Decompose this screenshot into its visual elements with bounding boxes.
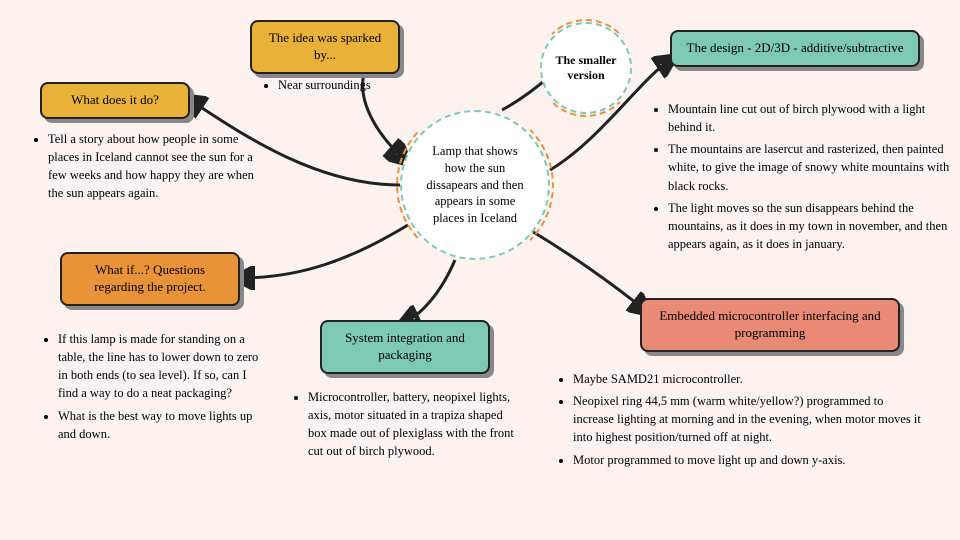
bullets-idea: Near surroundings	[260, 76, 440, 98]
bullets-what: Tell a story about how people in some pl…	[30, 130, 260, 207]
bullet-item: Maybe SAMD21 microcontroller.	[573, 370, 925, 388]
node-idea: The idea was sparked by...	[250, 20, 400, 74]
bullet-item: Microcontroller, battery, neopixel light…	[308, 388, 520, 461]
node-whatif: What if...? Questions regarding the proj…	[60, 252, 240, 306]
bullets-micro: Maybe SAMD21 microcontroller. Neopixel ri…	[555, 370, 925, 473]
node-what: What does it do?	[40, 82, 190, 119]
bullets-whatif: If this lamp is made for standing on a t…	[40, 330, 260, 447]
node-system: System integration and packaging	[320, 320, 490, 374]
bullets-design: Mountain line cut out of birch plywood w…	[650, 100, 950, 257]
node-micro: Embedded microcontroller interfacing and…	[640, 298, 900, 352]
connector-2	[240, 225, 408, 278]
bullet-item: Neopixel ring 44,5 mm (warm white/yellow…	[573, 392, 925, 446]
small-version-text: The smaller version	[552, 53, 620, 83]
small-version-node: The smaller version	[540, 22, 632, 114]
center-text: Lamp that shows how the sun dissapears a…	[420, 143, 530, 227]
bullet-item: What is the best way to move lights up a…	[58, 407, 260, 443]
bullet-item: Tell a story about how people in some pl…	[48, 130, 260, 203]
connector-3	[405, 260, 455, 322]
bullet-item: The mountains are lasercut and rasterize…	[668, 140, 950, 194]
node-design: The design - 2D/3D - additive/subtractiv…	[670, 30, 920, 67]
bullets-system: Microcontroller, battery, neopixel light…	[290, 388, 520, 465]
bullet-item: Motor programmed to move light up and do…	[573, 451, 925, 469]
bullet-item: The light moves so the sun disappears be…	[668, 199, 950, 253]
bullet-item: Mountain line cut out of birch plywood w…	[668, 100, 950, 136]
center-node: Lamp that shows how the sun dissapears a…	[400, 110, 550, 260]
connector-6	[530, 230, 645, 310]
bullet-item: If this lamp is made for standing on a t…	[58, 330, 260, 403]
bullet-item: Near surroundings	[278, 76, 440, 94]
